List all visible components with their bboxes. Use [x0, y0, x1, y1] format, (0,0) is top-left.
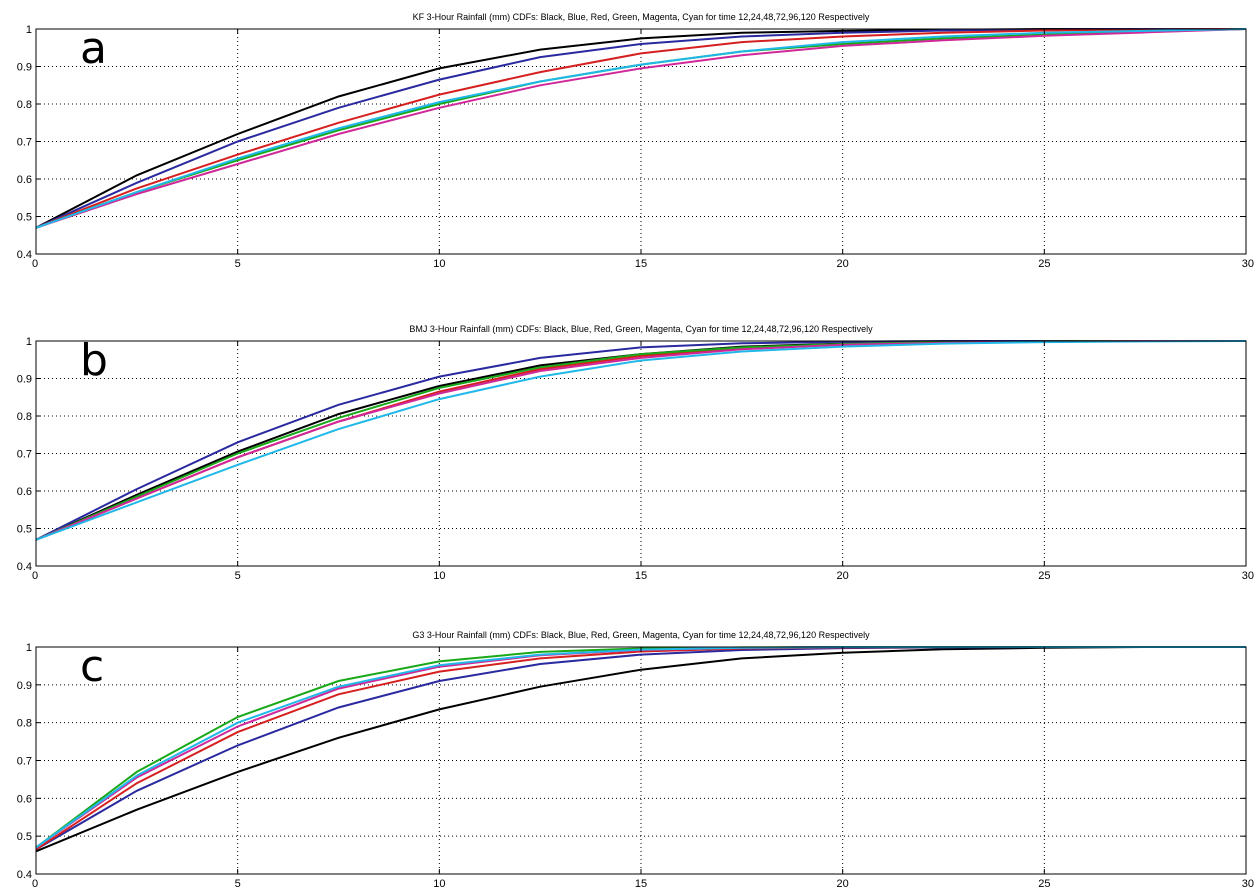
y-tick-label: 0.6 [17, 174, 32, 186]
x-tick-label: 5 [235, 878, 241, 890]
x-tick-label: 10 [433, 570, 445, 582]
chart-panel-a: KF 3-Hour Rainfall (mm) CDFs: Black, Blu… [17, 12, 1254, 270]
x-tick-label: 15 [635, 258, 647, 270]
x-tick-label: 25 [1038, 258, 1050, 270]
x-tick-label: 15 [635, 570, 647, 582]
y-tick-label: 0.8 [17, 411, 32, 423]
x-tick-label: 5 [235, 570, 241, 582]
x-tick-label: 10 [433, 258, 445, 270]
x-tick-label: 25 [1038, 878, 1050, 890]
y-tick-label: 0.7 [17, 137, 32, 149]
chart-panel-b: BMJ 3-Hour Rainfall (mm) CDFs: Black, Bl… [17, 324, 1254, 582]
y-tick-label: 0.8 [17, 99, 32, 111]
y-tick-label: 0.7 [17, 449, 32, 461]
y-tick-label: 0.8 [17, 718, 32, 730]
panel-letter: b [80, 335, 108, 386]
chart-panel-c: G3 3-Hour Rainfall (mm) CDFs: Black, Blu… [17, 630, 1254, 890]
y-tick-label: 0.4 [17, 561, 32, 573]
x-tick-label: 0 [32, 258, 38, 270]
x-tick-label: 30 [1242, 258, 1254, 270]
x-tick-label: 25 [1038, 570, 1050, 582]
series-line-black [35, 646, 1246, 853]
panel-letter: c [80, 641, 104, 692]
panel-title: KF 3-Hour Rainfall (mm) CDFs: Black, Blu… [413, 12, 870, 22]
y-tick-label: 0.5 [17, 831, 32, 843]
y-tick-label: 0.9 [17, 62, 32, 74]
series-line-magenta [35, 28, 1247, 229]
x-tick-label: 0 [32, 878, 38, 890]
y-tick-label: 0.5 [17, 212, 32, 224]
panel-title: G3 3-Hour Rainfall (mm) CDFs: Black, Blu… [412, 630, 870, 640]
y-tick-label: 0.4 [17, 869, 32, 881]
x-tick-label: 5 [235, 258, 241, 270]
y-tick-label: 1 [26, 24, 32, 36]
y-tick-label: 0.6 [17, 486, 32, 498]
x-tick-label: 30 [1242, 570, 1254, 582]
panel-title: BMJ 3-Hour Rainfall (mm) CDFs: Black, Bl… [409, 324, 873, 334]
y-tick-label: 0.5 [17, 524, 32, 536]
y-tick-label: 0.7 [17, 756, 32, 768]
y-tick-label: 1 [26, 336, 32, 348]
y-tick-label: 0.6 [17, 793, 32, 805]
x-tick-label: 20 [837, 570, 849, 582]
x-tick-label: 15 [635, 878, 647, 890]
x-tick-label: 10 [433, 878, 445, 890]
y-tick-label: 0.9 [17, 374, 32, 386]
y-tick-label: 0.4 [17, 249, 32, 261]
x-tick-label: 20 [837, 258, 849, 270]
x-tick-label: 30 [1242, 878, 1254, 890]
x-tick-label: 0 [32, 570, 38, 582]
y-tick-label: 0.9 [17, 680, 32, 692]
y-tick-label: 1 [26, 642, 32, 654]
x-tick-label: 20 [837, 878, 849, 890]
panel-letter: a [80, 23, 107, 74]
